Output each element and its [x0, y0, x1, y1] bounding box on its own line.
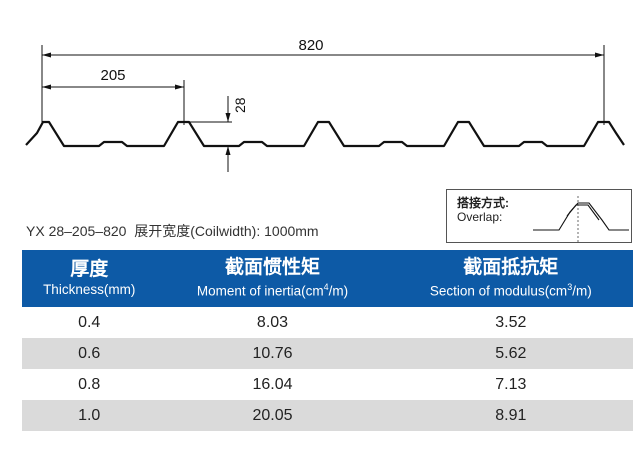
- cell-modulus: 8.91: [388, 400, 633, 431]
- header-moment-of-inertia: 截面惯性矩 Moment of inertia(cm4/m): [156, 250, 389, 307]
- arrowhead: [175, 84, 184, 90]
- header-en: Section of modulus(cm3/m): [429, 282, 592, 299]
- cell-inertia: 16.04: [156, 369, 389, 400]
- dimension-label-height: 28: [232, 97, 248, 113]
- header-en: Thickness(mm): [43, 282, 136, 297]
- header-cn: 截面抵抗矩: [463, 257, 559, 279]
- header-cn: 截面惯性矩: [224, 257, 320, 279]
- cell-inertia: 8.03: [156, 307, 389, 338]
- overlap-label: 搭接方式: Overlap:: [457, 196, 509, 224]
- table-row: 0.4 8.03 3.52: [22, 307, 633, 338]
- overlap-diagram: [533, 196, 629, 242]
- cell-thickness: 0.8: [22, 369, 157, 400]
- cell-thickness: 1.0: [22, 400, 157, 431]
- arrowhead: [225, 146, 231, 155]
- profile-drawing: 820 205 28: [25, 37, 625, 172]
- table-row: 0.8 16.04 7.13: [22, 369, 633, 400]
- cell-thickness: 0.4: [22, 307, 157, 338]
- table-row: 0.6 10.76 5.62: [22, 338, 633, 369]
- table-row: 1.0 20.05 8.91: [22, 400, 633, 431]
- model-spec-line: YX 28–205–820 展开宽度(Coilwidth): 1000mm: [26, 221, 319, 241]
- cell-inertia: 20.05: [156, 400, 389, 431]
- cell-modulus: 3.52: [388, 307, 633, 338]
- dimension-label-pitch: 205: [100, 67, 125, 84]
- spec-table: 厚度 Thickness(mm) 截面惯性矩 Moment of inertia…: [22, 250, 633, 431]
- sheet-profile: [25, 120, 625, 148]
- header-thickness: 厚度 Thickness(mm): [22, 250, 157, 307]
- overlap-legend: 搭接方式: Overlap:: [446, 189, 632, 243]
- header-section-modulus: 截面抵抗矩 Section of modulus(cm3/m): [388, 250, 633, 307]
- table-header-row: 厚度 Thickness(mm) 截面惯性矩 Moment of inertia…: [22, 250, 633, 307]
- overlap-label-en: Overlap:: [457, 210, 503, 224]
- model-code: YX 28–205–820: [26, 223, 127, 239]
- coil-width: 展开宽度(Coilwidth): 1000mm: [134, 223, 319, 239]
- cell-thickness: 0.6: [22, 338, 157, 369]
- header-en: Moment of inertia(cm4/m): [196, 282, 349, 299]
- dimension-label-total: 820: [298, 37, 323, 54]
- arrowhead: [225, 113, 231, 122]
- header-cn: 厚度: [70, 259, 109, 280]
- cell-modulus: 5.62: [388, 338, 633, 369]
- arrowhead: [42, 52, 51, 58]
- arrowhead: [595, 52, 604, 58]
- cell-modulus: 7.13: [388, 369, 633, 400]
- arrowhead: [42, 84, 51, 90]
- overlap-label-cn: 搭接方式:: [457, 196, 509, 210]
- cell-inertia: 10.76: [156, 338, 389, 369]
